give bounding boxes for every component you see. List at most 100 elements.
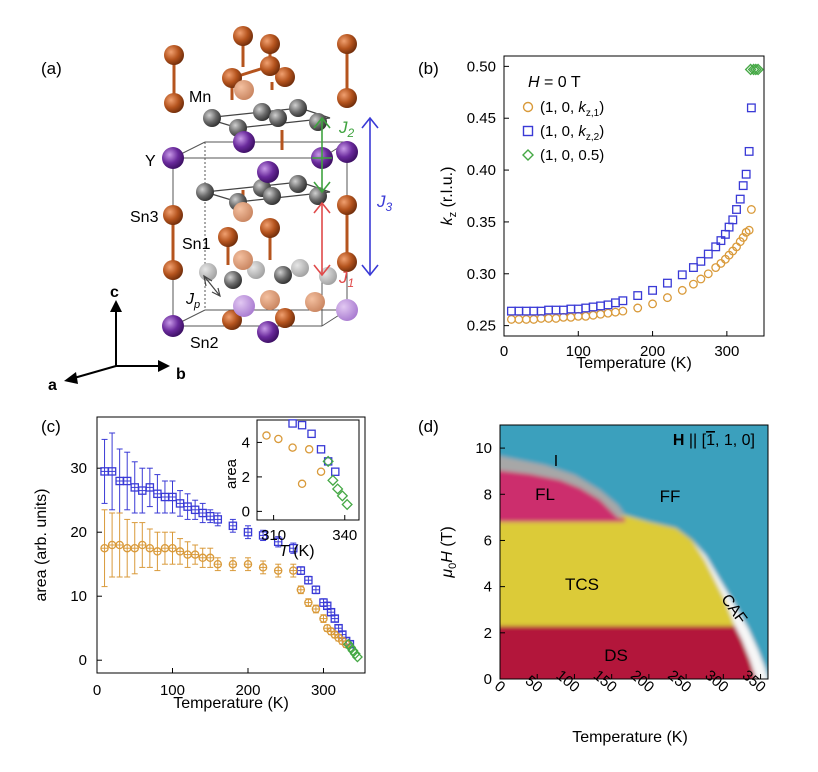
sn-layer-middle [196, 175, 331, 211]
region-caf [692, 540, 768, 679]
data-point-b-s0 [529, 314, 539, 324]
data-point-b-s0 [610, 307, 620, 317]
data-point-b-s0 [536, 313, 546, 323]
data-point-b-s0 [514, 314, 524, 324]
y-tick-label: 4 [484, 579, 492, 596]
inset-point-s2 [331, 483, 344, 495]
jp-arrow [203, 274, 221, 298]
data-point-b-s1 [573, 304, 583, 314]
data-point-b-s1 [544, 305, 554, 315]
sn2-label: Sn2 [190, 335, 219, 352]
y-tick-label: 0 [79, 652, 87, 669]
data-point-b-s1 [596, 301, 606, 311]
inset-point-s2 [341, 498, 353, 511]
data-point-b-s2 [752, 63, 764, 76]
region-ds [500, 626, 757, 679]
data-point-b-s1 [744, 146, 754, 156]
x-tick-label: 300 [714, 343, 739, 360]
field-direction: H || [1, 1, 0] [673, 432, 755, 449]
data-point-b-s3 [746, 103, 756, 113]
data-point-b-s0 [696, 274, 706, 284]
panel-b-ticks: 0 100 200 300 0.25 0.30 0.35 0.40 0.45 0.50 [467, 58, 740, 360]
data-point-b-s1 [711, 242, 721, 252]
y-tick-label: 20 [70, 524, 87, 541]
y-tick-label: 0.45 [467, 110, 496, 127]
inset-point-s0 [288, 443, 297, 452]
data-point-b-s0 [596, 309, 606, 319]
inset-point-s1 [307, 429, 316, 439]
inset-point-s0 [274, 434, 283, 444]
data-point-b-s0 [711, 263, 721, 273]
inset-ylabel: area [223, 458, 240, 489]
panel-c-marks [100, 432, 363, 663]
data-point-b-s0 [688, 279, 698, 289]
data-point-b-s1 [588, 302, 598, 312]
data-point-b-s2 [747, 63, 760, 76]
x-tick-label: 340 [332, 527, 357, 544]
y-tick-label: 8 [484, 486, 492, 503]
panel-b-label: (b) [418, 59, 439, 78]
legend-marker-half [522, 149, 534, 161]
panel-d-ylabel: μ0H (T) [439, 526, 459, 578]
data-point-b-s1 [648, 285, 658, 295]
panel-c-ylabel: area (arb. units) [33, 489, 50, 602]
legend-label-half: (1, 0, 0.5) [540, 147, 604, 164]
data-point-b-s1 [610, 298, 620, 308]
legend-label-kz2: (1, 0, kz,2) [540, 123, 604, 143]
data-point-b-s0 [506, 314, 516, 324]
data-point-b-s0 [588, 310, 598, 320]
j2-arrow [312, 116, 332, 194]
y-tick-label: 0 [242, 503, 250, 520]
data-point-b-s1 [633, 291, 643, 301]
x-tick-label: 100 [566, 343, 591, 360]
inset-point-s1 [288, 419, 297, 428]
inset-point-s1 [323, 457, 333, 466]
data-point-b-s0 [573, 311, 583, 321]
legend-label-kz1: (1, 0, kz,1) [540, 99, 604, 119]
inset-point-s2 [322, 455, 334, 468]
j3-label: J3 [376, 192, 393, 214]
x-tick-label: 200 [235, 682, 260, 699]
data-point-b-s0 [618, 306, 628, 316]
inset-point-s0 [297, 479, 307, 489]
data-point-b-s1 [662, 278, 672, 288]
mn-atoms [163, 26, 357, 330]
data-point-b-s1 [732, 205, 741, 214]
panel-c-inset: 310 340 0 2 4 area T (K) [223, 419, 360, 560]
y-label: Y [145, 153, 156, 170]
data-point-b-s1 [738, 181, 748, 191]
y-tick-label: 0.25 [467, 318, 496, 335]
data-point-b-s1 [603, 300, 613, 310]
data-point-b-s1 [741, 169, 751, 179]
x-tick-label: 100 [160, 682, 185, 699]
data-point-b-s0 [703, 269, 713, 279]
j1-arrow [313, 201, 331, 277]
data-point-b-s1 [728, 215, 738, 225]
data-point-c-s2 [349, 648, 361, 660]
data-point-b-s0 [677, 285, 687, 295]
data-point-c-s2 [342, 638, 354, 650]
region-i [500, 456, 625, 518]
data-point-b-s1 [558, 305, 568, 315]
y-atoms [162, 131, 358, 343]
data-point-b-s0 [744, 225, 754, 235]
panel-b-legend: H = 0 T (1, 0, kz,1) (1, 0, kz,2) (1, 0,… [522, 74, 604, 164]
data-point-b-s0 [551, 313, 561, 323]
inset-point-s1 [331, 467, 340, 476]
y-tick-label: 4 [242, 434, 250, 451]
label-i: I [554, 453, 558, 470]
data-point-b-s1 [536, 306, 546, 316]
data-point-c-s2 [351, 651, 363, 663]
y-tick-label: 0.50 [467, 58, 496, 75]
x-tick-label: 0 [500, 343, 508, 360]
phase-map [500, 425, 768, 679]
inset-point-s2 [327, 474, 339, 487]
label-ff: FF [660, 487, 681, 506]
data-point-b-s0 [581, 311, 591, 321]
panel-d-label: (d) [418, 417, 439, 436]
y-tick-label: 0.30 [467, 266, 496, 283]
data-point-b-s0 [558, 312, 568, 322]
